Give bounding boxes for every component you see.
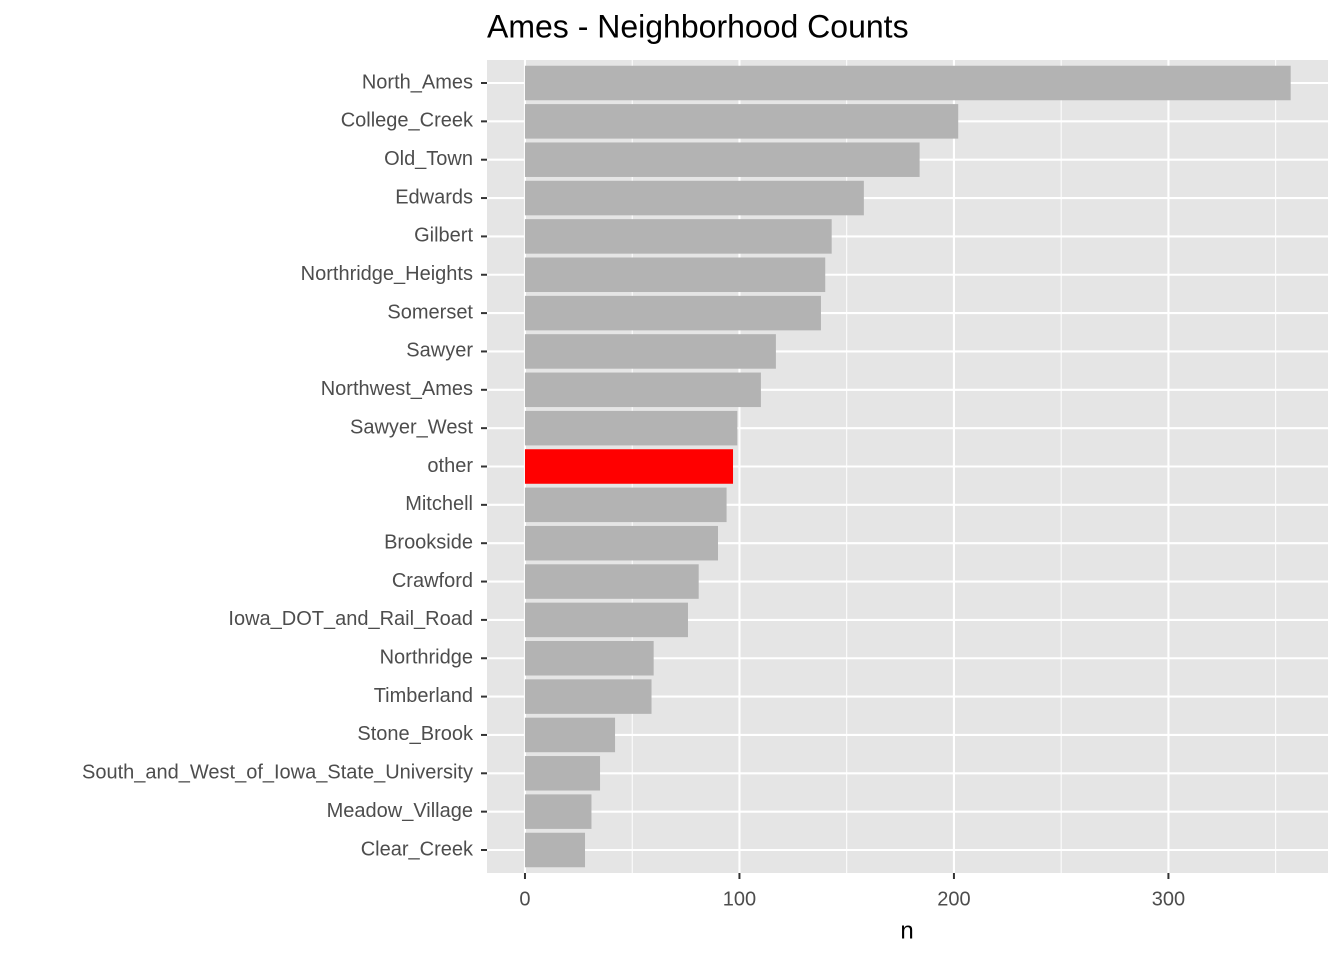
- y-tick-label: Northridge_Heights: [301, 263, 473, 285]
- bar: [524, 372, 761, 408]
- bar: [524, 295, 821, 331]
- y-tick-label: Meadow_Village: [327, 800, 473, 822]
- y-tick-label: Crawford: [392, 570, 473, 592]
- bar: [524, 142, 920, 177]
- y-tick-label: Northwest_Ames: [321, 378, 473, 400]
- bar: [524, 794, 592, 829]
- y-tick-label: Somerset: [387, 301, 473, 323]
- y-tick-label: Mitchell: [405, 493, 473, 515]
- bar: [524, 410, 738, 446]
- y-tick-label: Edwards: [395, 186, 473, 208]
- bar: [524, 525, 719, 561]
- bar: [524, 602, 688, 638]
- x-tick-label: 0: [519, 888, 530, 910]
- bar: [524, 756, 601, 791]
- y-tick-label: Old_Town: [384, 148, 473, 170]
- bar: [524, 640, 654, 676]
- bar: [524, 104, 959, 139]
- bar: [524, 487, 727, 523]
- bar: [524, 219, 832, 254]
- y-tick-label: Timberland: [374, 685, 473, 707]
- bar: [524, 257, 826, 293]
- y-tick-label: College_Creek: [341, 110, 474, 132]
- x-tick-label: 100: [723, 888, 756, 910]
- x-axis-label: n: [900, 917, 913, 944]
- y-tick-label: Brookside: [384, 531, 473, 553]
- y-tick-label: Gilbert: [414, 225, 473, 247]
- bar: [524, 832, 586, 868]
- bar: [524, 679, 652, 714]
- y-tick-label: South_and_West_of_Iowa_State_University: [82, 762, 473, 784]
- x-tick-label: 300: [1152, 888, 1185, 910]
- bar: [524, 65, 1291, 101]
- bar: [524, 717, 616, 753]
- y-tick-label: North_Ames: [362, 71, 473, 93]
- bar: [524, 180, 864, 216]
- y-tick-label: Iowa_DOT_and_Rail_Road: [228, 608, 473, 630]
- bar: [524, 564, 699, 599]
- bar: [524, 334, 776, 369]
- y-tick-label: Stone_Brook: [357, 723, 474, 745]
- y-tick-label: Sawyer: [406, 340, 473, 362]
- y-tick-label: other: [427, 455, 473, 477]
- x-tick-label: 200: [937, 888, 970, 910]
- chart-title: Ames - Neighborhood Counts: [487, 8, 909, 44]
- y-tick-label: Clear_Creek: [361, 838, 474, 860]
- bar: [524, 449, 734, 484]
- y-tick-label: Northridge: [380, 647, 473, 669]
- y-tick-label: Sawyer_West: [350, 416, 473, 438]
